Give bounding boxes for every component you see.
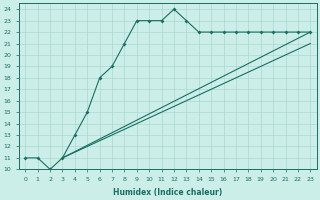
X-axis label: Humidex (Indice chaleur): Humidex (Indice chaleur) xyxy=(113,188,222,197)
